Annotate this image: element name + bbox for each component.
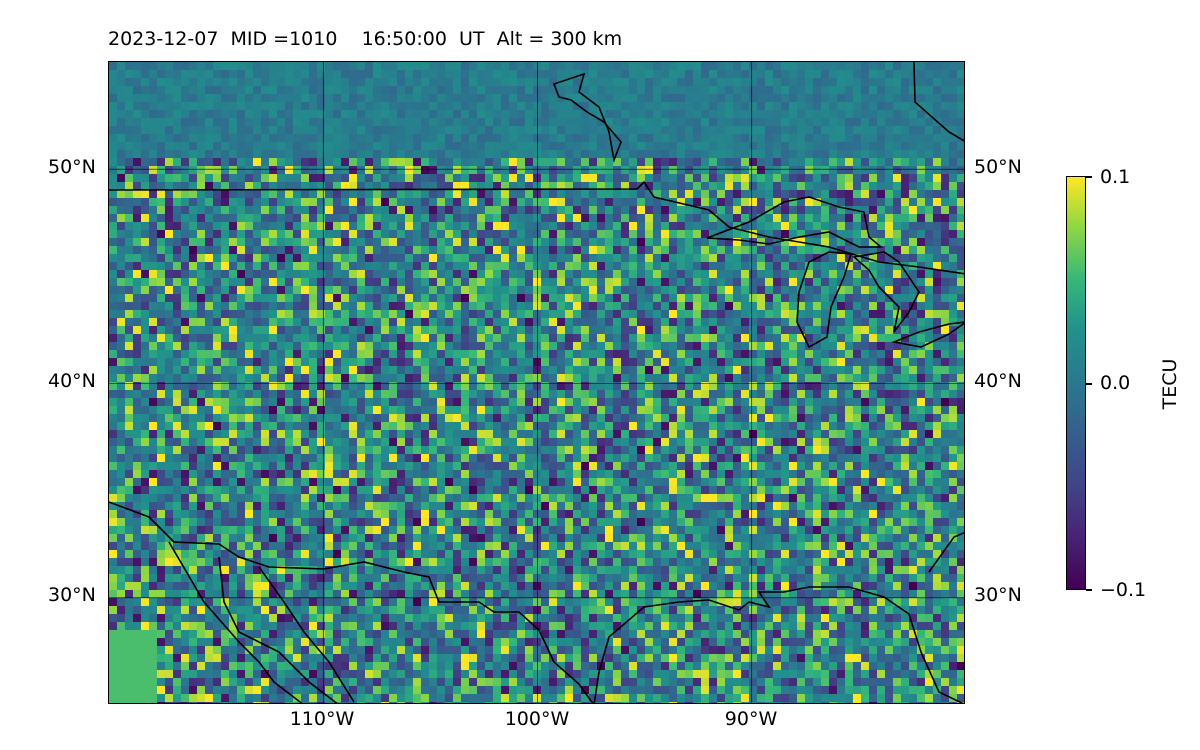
lon-label-100w: 100°W [504, 708, 570, 730]
us-mexico-border [109, 501, 594, 703]
lake-michigan [796, 251, 853, 349]
baja-coast [168, 541, 303, 703]
lon-label-110w: 110°W [289, 708, 355, 730]
coastlines-and-borders [109, 62, 964, 703]
colorbar-title: TECU [1159, 358, 1181, 410]
northeast-coast [913, 62, 964, 142]
lon-label-90w: 90°W [724, 708, 778, 730]
colorbar-label-zero: 0.0 [1100, 372, 1131, 394]
northeast-border [878, 261, 964, 275]
colorbar-tick-min [1086, 589, 1092, 591]
lake-superior [706, 196, 884, 248]
lake-huron [852, 251, 920, 333]
lat-label-left-30: 30°N [48, 584, 96, 606]
map-gridlines [109, 62, 964, 703]
colorbar [1066, 176, 1086, 590]
lat-label-left-50: 50°N [48, 156, 96, 178]
hudson-bay-coast [552, 72, 622, 163]
gulf-coast [593, 586, 964, 703]
colorbar-label-max: 0.1 [1100, 166, 1131, 188]
lat-label-right-50: 50°N [974, 156, 1022, 178]
colorbar-tick-zero [1086, 383, 1092, 385]
tec-map [108, 61, 965, 704]
colorbar-label-min: −0.1 [1100, 579, 1147, 601]
us-canada-border [109, 180, 880, 263]
florida-coast [928, 531, 964, 573]
mexico-west-coast [258, 566, 355, 703]
lat-label-left-40: 40°N [48, 370, 96, 392]
lake-erie-ontario [891, 321, 964, 348]
map-overlay [109, 62, 964, 703]
lat-label-right-30: 30°N [974, 584, 1022, 606]
tec-heatmap [109, 62, 964, 703]
baja-inner [218, 556, 338, 703]
colorbar-tick-max [1086, 176, 1092, 178]
map-title: 2023-12-07 MID =1010 16:50:00 UT Alt = 3… [108, 28, 623, 50]
lat-label-right-40: 40°N [974, 370, 1022, 392]
